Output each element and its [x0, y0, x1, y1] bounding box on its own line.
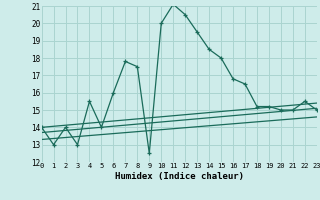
X-axis label: Humidex (Indice chaleur): Humidex (Indice chaleur) [115, 172, 244, 181]
